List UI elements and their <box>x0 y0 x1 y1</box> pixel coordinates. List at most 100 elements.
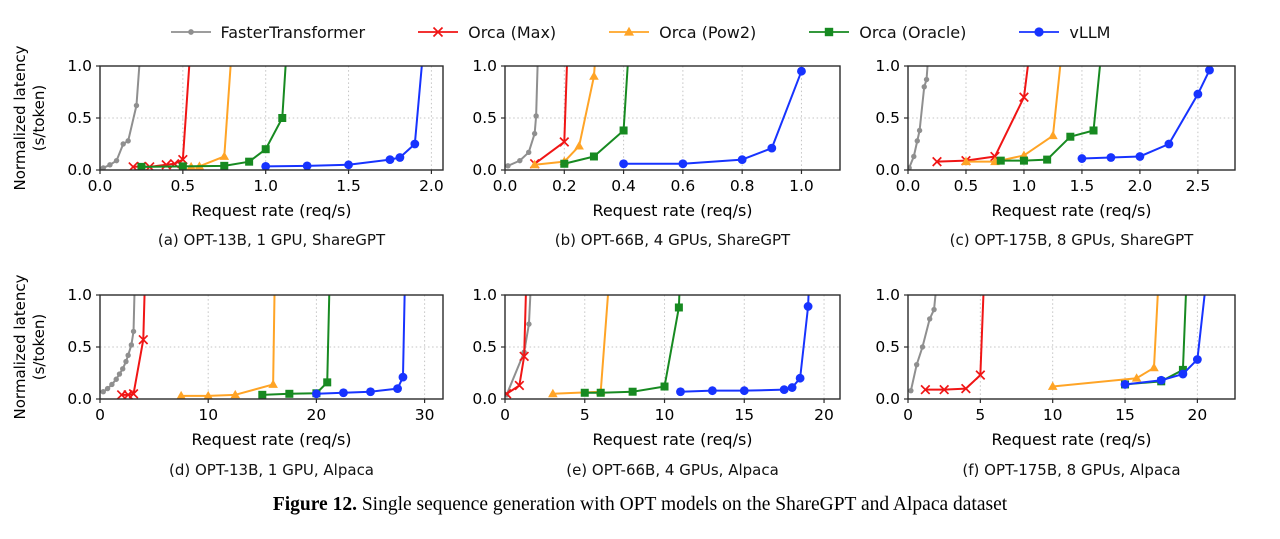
tick-marks <box>904 65 1199 174</box>
series-vllm <box>1120 295 1206 389</box>
gridlines <box>100 66 443 170</box>
x-tick-label: 20 <box>814 406 834 424</box>
chart-svg-b: 0.0 0.2 0.4 0.6 0.8 1.0 0.0 0.5 1.0 Request rate … <box>472 57 841 220</box>
chart-svg-e: 0 5 10 15 20 0.0 0.5 1.0 Request rate (req/s) <box>472 286 841 449</box>
tick-marks <box>501 65 803 174</box>
y-tick-label: 0.0 <box>472 390 497 408</box>
caption-panel-d: (d) OPT-13B, 1 GPU, Alpaca <box>168 461 375 479</box>
x-tick-label: 0.5 <box>171 177 196 195</box>
tick-marks <box>96 65 433 174</box>
x-axis-label: Request rate (req/s) <box>991 430 1151 449</box>
series-fastertransformer <box>100 295 137 395</box>
caption-panel-c: (c) OPT-175B, 8 GPUs, ShareGPT <box>949 231 1194 249</box>
chart-panel-b: 0.0 0.2 0.4 0.6 0.8 1.0 0.0 0.5 1.0 Request rate … <box>447 56 860 234</box>
series-vllm <box>676 295 813 397</box>
series-orca-max <box>116 295 149 399</box>
series-orca-oracle <box>560 66 629 168</box>
x-tick-label: 2.0 <box>419 177 444 195</box>
x-axis-label: Request rate (req/s) <box>191 430 351 449</box>
x-tick-label: 0.0 <box>896 177 921 195</box>
x-tick-label: 2.5 <box>1186 177 1211 195</box>
x-tick-label: 1.0 <box>1012 177 1037 195</box>
y-tick-label: 1.0 <box>472 57 497 75</box>
chart-panel-a: 0.0 0.5 1.0 1.5 2.0 0.0 0.5 1.0 Request rate (re… <box>42 56 463 234</box>
y-tick-label: 0.0 <box>875 161 900 179</box>
y-tick-label: 0.0 <box>875 390 900 408</box>
legend-item-orca-pow2: Orca (Pow2) <box>608 23 756 42</box>
x-tick-label: 5 <box>975 406 985 424</box>
series-orca-oracle <box>137 66 287 170</box>
x-axis-label: Request rate (req/s) <box>592 201 752 220</box>
y-tick-label: 0.5 <box>67 109 92 127</box>
series-fastertransformer <box>908 295 937 394</box>
caption-panel-e: (e) OPT-66B, 4 GPUs, Alpaca <box>566 461 779 479</box>
y-tick-label: 1.0 <box>875 286 900 304</box>
x-tick-label: 1.5 <box>336 177 361 195</box>
tick-marks <box>501 294 825 403</box>
x-tick-label: 1.0 <box>789 177 814 195</box>
chart-panel-d: 0 10 20 30 0.0 0.5 1.0 Request rate (req/s) <box>42 285 463 463</box>
chart-panel-f: 0 5 10 15 20 0.0 0.5 1.0 Request rate (req/s) <box>850 285 1255 463</box>
x-tick-label: 2.0 <box>1128 177 1153 195</box>
x-tick-label: 15 <box>1115 406 1135 424</box>
legend-label: Orca (Pow2) <box>659 22 757 42</box>
series-vllm <box>312 295 408 399</box>
chart-svg-f: 0 5 10 15 20 0.0 0.5 1.0 Request rate (req/s) <box>875 286 1236 449</box>
y-tick-label: 1.0 <box>67 57 92 75</box>
legend-item-fastertransformer: FasterTransformer <box>170 22 366 42</box>
square-marker-icon <box>809 27 850 37</box>
series-fastertransformer <box>505 295 532 398</box>
x-tick-label: 0.8 <box>730 177 755 195</box>
x-tick-label: 10 <box>198 406 218 424</box>
y-tick-label: 0.5 <box>67 338 92 356</box>
series-fastertransformer <box>100 66 141 170</box>
series-fastertransformer <box>505 66 539 169</box>
series-orca-pow2 <box>1047 295 1159 390</box>
chart-svg-a: 0.0 0.5 1.0 1.5 2.0 0.0 0.5 1.0 Request rate (re… <box>67 57 444 220</box>
x-tick-label: 10 <box>655 406 675 424</box>
chart-panel-c: 0.0 0.5 1.0 1.5 2.0 2.5 0.0 0.5 1.0 Request rate … <box>850 56 1255 234</box>
caption-panel-b: (b) OPT-66B, 4 GPUs, ShareGPT <box>554 231 791 249</box>
series-vllm <box>1077 66 1214 163</box>
x-axis-label: Request rate (req/s) <box>191 201 351 220</box>
series-orca-oracle <box>996 66 1101 165</box>
chart-svg-c: 0.0 0.5 1.0 1.5 2.0 2.5 0.0 0.5 1.0 Request rate … <box>875 57 1236 220</box>
y-axis-label-line1: Normalized latency <box>11 274 29 420</box>
x-axis-label: Request rate (req/s) <box>991 201 1151 220</box>
figure-caption-label: Figure 12. <box>272 494 357 515</box>
x-tick-label: 0.0 <box>88 177 113 195</box>
x-tick-label: 1.0 <box>253 177 278 195</box>
x-tick-label: 30 <box>415 406 435 424</box>
legend-item-vllm: vLLM <box>1018 23 1110 42</box>
legend-item-orca-max: Orca (Max) <box>417 23 556 42</box>
y-tick-label: 0.0 <box>67 390 92 408</box>
series-vllm <box>261 66 423 170</box>
y-tick-label: 0.5 <box>472 338 497 356</box>
y-tick-label: 0.5 <box>875 109 900 127</box>
legend-label: FasterTransformer <box>220 22 366 42</box>
x-marker-icon <box>418 26 459 38</box>
x-tick-label: 0 <box>95 406 105 424</box>
x-tick-label: 20 <box>307 406 327 424</box>
x-tick-label: 0 <box>903 406 913 424</box>
x-tick-label: 0 <box>500 406 510 424</box>
gridlines <box>505 66 840 170</box>
x-tick-label: 0.0 <box>493 177 518 195</box>
legend-label: Orca (Oracle) <box>859 22 967 42</box>
series-orca-pow2 <box>548 295 609 398</box>
y-tick-label: 1.0 <box>472 286 497 304</box>
series-orca-pow2 <box>176 295 278 399</box>
legend-label: Orca (Max) <box>468 22 557 42</box>
x-tick-label: 5 <box>580 406 590 424</box>
gridlines <box>908 66 1235 170</box>
caption-panel-f: (f) OPT-175B, 8 GPUs, Alpaca <box>962 461 1181 479</box>
y-tick-label: 0.0 <box>472 161 497 179</box>
figure-caption-text: Single sequence generation with OPT mode… <box>361 494 1008 515</box>
series-vllm <box>619 66 806 169</box>
triangle-marker-icon <box>609 26 650 36</box>
dot-marker-icon <box>170 29 211 35</box>
x-tick-label: 15 <box>734 406 754 424</box>
x-tick-label: 10 <box>1043 406 1063 424</box>
series-orca-max <box>920 295 986 395</box>
x-tick-label: 0.6 <box>671 177 696 195</box>
